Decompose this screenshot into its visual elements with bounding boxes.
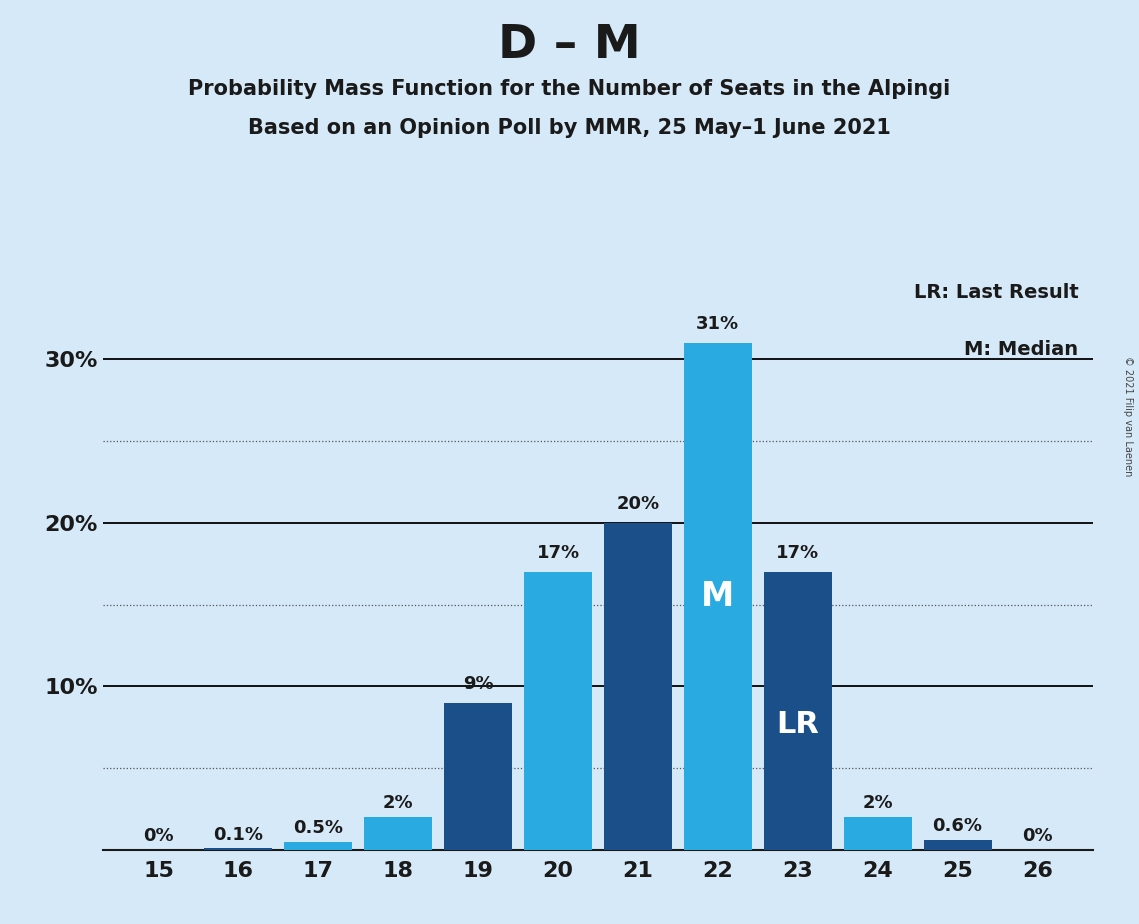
Bar <box>524 572 592 850</box>
Bar <box>444 703 513 850</box>
Bar <box>844 818 911 850</box>
Text: 9%: 9% <box>462 675 493 693</box>
Text: 0.1%: 0.1% <box>213 825 263 844</box>
Text: 0.6%: 0.6% <box>933 818 983 835</box>
Text: LR: Last Result: LR: Last Result <box>913 283 1079 302</box>
Bar <box>604 523 672 850</box>
Text: 20%: 20% <box>616 495 659 513</box>
Text: 31%: 31% <box>696 315 739 333</box>
Text: M: M <box>702 580 735 613</box>
Bar <box>285 842 352 850</box>
Text: 0.5%: 0.5% <box>293 819 343 837</box>
Text: Based on an Opinion Poll by MMR, 25 May–1 June 2021: Based on an Opinion Poll by MMR, 25 May–… <box>248 118 891 139</box>
Text: © 2021 Filip van Laenen: © 2021 Filip van Laenen <box>1123 356 1133 476</box>
Text: 17%: 17% <box>776 544 819 562</box>
Bar <box>764 572 831 850</box>
Bar <box>204 848 272 850</box>
Text: Probability Mass Function for the Number of Seats in the Alpingi: Probability Mass Function for the Number… <box>188 79 951 99</box>
Bar <box>924 840 992 850</box>
Text: 0%: 0% <box>144 827 174 845</box>
Text: D – M: D – M <box>498 23 641 68</box>
Text: 2%: 2% <box>383 795 413 812</box>
Text: 17%: 17% <box>536 544 580 562</box>
Text: 0%: 0% <box>1022 827 1052 845</box>
Text: M: Median: M: Median <box>965 340 1079 359</box>
Bar <box>683 343 752 850</box>
Text: LR: LR <box>777 711 819 739</box>
Text: 2%: 2% <box>862 795 893 812</box>
Bar <box>364 818 432 850</box>
